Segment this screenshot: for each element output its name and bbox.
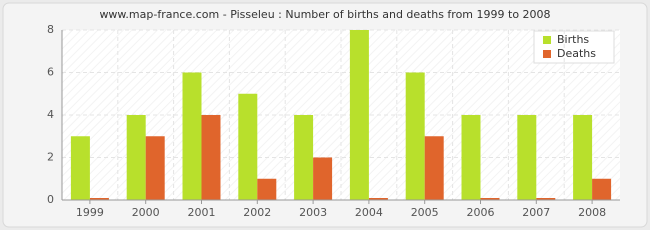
x-tick-label: 2002: [243, 206, 271, 219]
bar: [145, 136, 165, 200]
x-tick-label: 2006: [467, 206, 495, 219]
x-tick-label: 2005: [411, 206, 439, 219]
bar: [573, 115, 593, 200]
legend-swatch: [543, 50, 551, 58]
y-tick-label: 0: [47, 193, 54, 206]
bar: [368, 198, 388, 200]
x-tick-label: 2008: [578, 206, 606, 219]
y-tick-label: 2: [47, 151, 54, 164]
bar: [201, 115, 221, 200]
bar: [424, 136, 444, 200]
bar: [182, 72, 202, 200]
bar: [70, 136, 90, 200]
bar: [257, 178, 277, 200]
chart-title: www.map-france.com - Pisseleu : Number o…: [99, 8, 550, 21]
y-tick-label: 4: [47, 108, 54, 121]
x-tick-label: 2000: [132, 206, 160, 219]
y-tick-label: 8: [47, 23, 54, 36]
bar: [294, 115, 314, 200]
x-tick-label: 2003: [299, 206, 327, 219]
chart: www.map-france.com - Pisseleu : Number o…: [0, 0, 650, 230]
bar: [536, 198, 556, 200]
bar: [592, 178, 612, 200]
bar: [89, 198, 109, 200]
x-tick-label: 2001: [188, 206, 216, 219]
bar: [517, 115, 537, 200]
bar: [126, 115, 146, 200]
y-tick-label: 6: [47, 66, 54, 79]
x-tick-label: 2007: [522, 206, 550, 219]
bar: [461, 115, 481, 200]
x-tick-label: 1999: [76, 206, 104, 219]
bar: [238, 93, 258, 200]
x-tick-label: 2004: [355, 206, 383, 219]
legend-label: Births: [557, 33, 589, 46]
bar: [349, 30, 369, 200]
bar: [405, 72, 425, 200]
legend-label: Deaths: [557, 47, 596, 60]
bar: [480, 198, 500, 200]
legend-swatch: [543, 36, 551, 44]
bar: [313, 157, 333, 200]
